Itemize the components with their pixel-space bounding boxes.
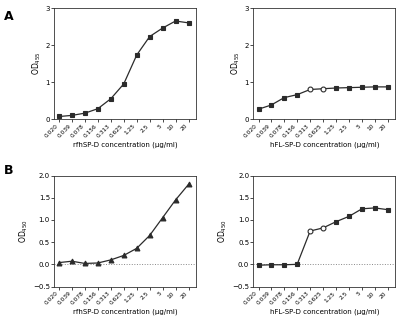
Y-axis label: OD$_{455}$: OD$_{455}$	[229, 52, 242, 75]
Text: B: B	[4, 164, 14, 177]
Text: A: A	[4, 10, 14, 22]
Y-axis label: OD$_{450}$: OD$_{450}$	[18, 219, 30, 243]
Y-axis label: OD$_{455}$: OD$_{455}$	[30, 52, 43, 75]
X-axis label: rfhSP-D concentration (μg/ml): rfhSP-D concentration (μg/ml)	[73, 142, 177, 148]
X-axis label: hFL-SP-D concentration (μg/ml): hFL-SP-D concentration (μg/ml)	[269, 309, 379, 316]
X-axis label: hFL-SP-D concentration (μg/ml): hFL-SP-D concentration (μg/ml)	[269, 142, 379, 148]
X-axis label: rfhSP-D concentration (μg/ml): rfhSP-D concentration (μg/ml)	[73, 309, 177, 316]
Y-axis label: OD$_{450}$: OD$_{450}$	[217, 219, 229, 243]
